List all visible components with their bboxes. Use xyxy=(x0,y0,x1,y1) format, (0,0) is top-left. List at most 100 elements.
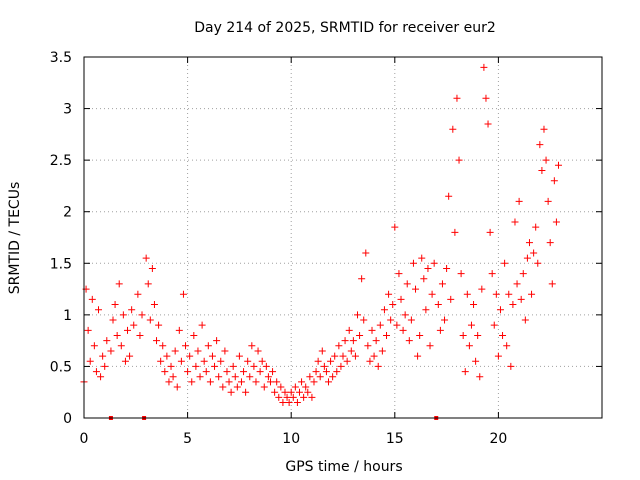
data-point xyxy=(511,218,519,226)
data-point xyxy=(88,295,96,303)
data-point xyxy=(420,275,428,283)
data-point xyxy=(316,373,324,381)
data-point xyxy=(244,357,252,365)
data-point xyxy=(271,388,279,396)
data-point xyxy=(331,352,339,360)
data-point xyxy=(260,383,268,391)
data-point xyxy=(128,306,136,314)
data-point xyxy=(391,223,399,231)
data-point xyxy=(242,388,250,396)
data-point xyxy=(283,393,291,401)
data-point xyxy=(422,306,430,314)
data-point xyxy=(465,342,473,350)
data-point xyxy=(124,326,132,334)
data-point xyxy=(546,239,554,247)
data-point xyxy=(470,301,478,309)
data-point xyxy=(492,290,500,298)
data-point xyxy=(393,321,401,329)
data-point xyxy=(235,352,243,360)
data-point xyxy=(550,177,558,185)
data-point xyxy=(121,357,129,365)
data-point xyxy=(221,347,229,355)
data-point xyxy=(186,352,194,360)
data-point xyxy=(295,388,303,396)
data-point xyxy=(461,368,469,376)
y-tick-label: 0.5 xyxy=(50,359,72,375)
data-point xyxy=(300,393,308,401)
data-point xyxy=(275,393,283,401)
data-point xyxy=(426,342,434,350)
data-point xyxy=(86,357,94,365)
y-tick-label: 2.5 xyxy=(50,153,72,169)
data-point xyxy=(304,388,312,396)
data-point xyxy=(279,399,287,407)
data-point xyxy=(403,280,411,288)
data-point xyxy=(146,316,154,324)
data-point xyxy=(387,316,395,324)
data-point xyxy=(289,393,297,401)
data-point xyxy=(327,357,335,365)
data-point xyxy=(153,337,161,345)
data-point xyxy=(548,280,556,288)
data-point xyxy=(254,347,262,355)
data-point xyxy=(320,362,328,370)
data-point xyxy=(538,166,546,174)
data-point xyxy=(99,352,107,360)
data-point xyxy=(525,239,533,247)
data-point xyxy=(554,161,562,169)
data-point xyxy=(341,337,349,345)
data-point xyxy=(208,352,216,360)
data-point xyxy=(237,378,245,386)
data-point xyxy=(534,259,542,267)
data-point xyxy=(198,321,206,329)
data-point xyxy=(447,295,455,303)
data-point xyxy=(494,352,502,360)
data-point xyxy=(322,368,330,376)
data-point xyxy=(287,388,295,396)
data-point xyxy=(177,357,185,365)
data-point xyxy=(95,306,103,314)
data-point xyxy=(184,368,192,376)
data-point xyxy=(513,280,521,288)
data-point xyxy=(227,388,235,396)
data-point xyxy=(351,352,359,360)
data-point xyxy=(509,301,517,309)
data-point xyxy=(302,383,310,391)
data-point xyxy=(291,383,299,391)
data-point xyxy=(523,254,531,262)
data-point xyxy=(111,301,119,309)
data-point xyxy=(337,362,345,370)
data-point xyxy=(530,249,538,257)
data-point xyxy=(285,399,293,407)
x-tick-label: 5 xyxy=(183,431,192,447)
data-point xyxy=(217,357,225,365)
data-point xyxy=(107,347,115,355)
data-point xyxy=(252,378,260,386)
data-point xyxy=(434,301,442,309)
data-point xyxy=(161,368,169,376)
data-point xyxy=(213,337,221,345)
data-point xyxy=(519,270,527,278)
y-tick-label: 3.5 xyxy=(50,50,72,66)
data-point xyxy=(126,352,134,360)
data-point xyxy=(298,378,306,386)
y-tick-labels: 0 0.5 1 1.5 2 2.5 3 3.5 xyxy=(50,50,72,427)
data-point xyxy=(211,362,219,370)
data-point xyxy=(370,352,378,360)
data-point xyxy=(173,383,181,391)
data-point xyxy=(544,197,552,205)
data-point xyxy=(155,321,163,329)
data-point xyxy=(368,326,376,334)
data-point xyxy=(401,311,409,319)
y-tick-label: 0 xyxy=(63,411,72,427)
data-point xyxy=(312,368,320,376)
data-point xyxy=(115,280,123,288)
data-point xyxy=(148,264,156,272)
data-point xyxy=(175,326,183,334)
data-point xyxy=(258,357,266,365)
data-point xyxy=(380,306,388,314)
data-point xyxy=(463,290,471,298)
data-point xyxy=(293,399,301,407)
data-point xyxy=(552,218,560,226)
